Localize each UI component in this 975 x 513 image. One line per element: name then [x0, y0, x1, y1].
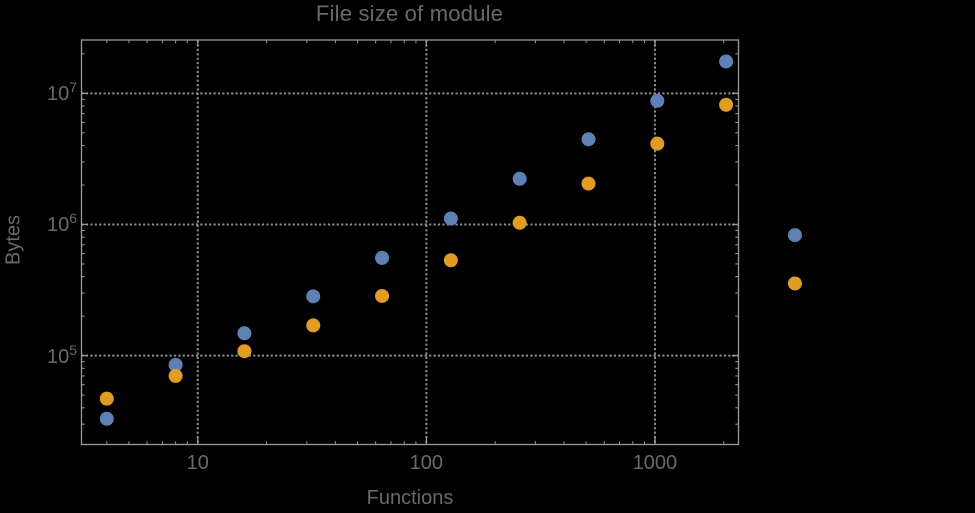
y-tick-label: 107 — [46, 79, 77, 106]
x-axis-label: Functions — [366, 487, 454, 509]
x-tick-label: 1000 — [632, 452, 678, 474]
x-tick-label: 100 — [409, 452, 444, 474]
data-point-blue — [99, 411, 114, 426]
data-point-blue — [168, 357, 183, 372]
data-point-orange — [443, 253, 458, 268]
data-point-blue — [237, 326, 252, 341]
plot-frame — [80, 39, 740, 446]
data-point-blue — [443, 211, 458, 226]
data-point-blue — [512, 171, 527, 186]
chart-title: File size of module — [315, 1, 504, 26]
data-point-orange — [581, 176, 596, 191]
data-point-blue — [581, 132, 596, 147]
x-tick-label: 10 — [186, 452, 209, 474]
data-point-orange — [787, 276, 802, 291]
data-point-orange — [719, 97, 734, 112]
data-point-blue — [650, 93, 665, 108]
data-point-orange — [306, 318, 321, 333]
data-point-blue — [787, 228, 802, 243]
y-tick-label: 105 — [46, 341, 77, 368]
data-point-orange — [650, 136, 665, 151]
data-point-blue — [719, 54, 734, 69]
data-point-orange — [512, 215, 527, 230]
data-point-blue — [375, 250, 390, 265]
y-tick-label: 106 — [46, 210, 77, 237]
data-point-orange — [168, 368, 183, 383]
data-point-blue — [306, 289, 321, 304]
data-point-orange — [375, 288, 390, 303]
data-point-orange — [99, 391, 114, 406]
data-point-orange — [237, 344, 252, 359]
